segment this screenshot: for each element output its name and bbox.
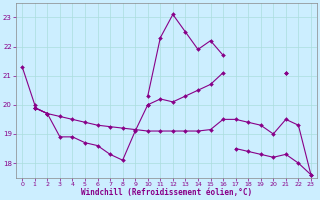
X-axis label: Windchill (Refroidissement éolien,°C): Windchill (Refroidissement éolien,°C) [81,188,252,197]
